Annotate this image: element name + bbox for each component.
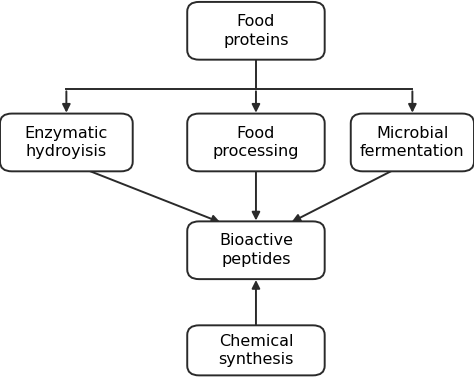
Text: Enzymatic
hydroyisis: Enzymatic hydroyisis	[25, 126, 108, 159]
FancyBboxPatch shape	[0, 114, 133, 171]
Text: Food
proteins: Food proteins	[223, 14, 289, 48]
Text: Chemical
synthesis: Chemical synthesis	[218, 333, 294, 367]
Text: Bioactive
peptides: Bioactive peptides	[219, 233, 293, 267]
FancyBboxPatch shape	[187, 221, 325, 279]
FancyBboxPatch shape	[187, 114, 325, 171]
FancyBboxPatch shape	[351, 114, 474, 171]
FancyBboxPatch shape	[187, 2, 325, 60]
Text: Microbial
fermentation: Microbial fermentation	[360, 126, 465, 159]
FancyBboxPatch shape	[187, 325, 325, 375]
Text: Food
processing: Food processing	[213, 126, 299, 159]
